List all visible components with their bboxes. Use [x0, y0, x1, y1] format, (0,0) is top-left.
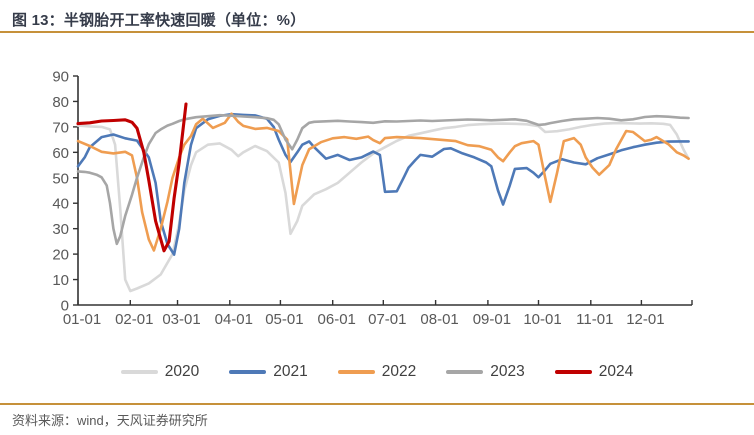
- x-tick-label: 01-01: [63, 311, 101, 328]
- data-source-note: 资料来源：wind，天风证券研究所: [12, 413, 208, 428]
- series-line-2022: [76, 112, 690, 252]
- y-tick-label: 80: [52, 94, 69, 111]
- legend-item-2020: 2020: [120, 363, 200, 381]
- x-tick-label: 12-01: [626, 311, 664, 328]
- legend-label-2024: 2024: [598, 363, 634, 380]
- x-tick-label: 06-01: [318, 311, 356, 328]
- y-tick-label: 40: [52, 196, 69, 213]
- y-tick-label: 10: [52, 272, 69, 289]
- x-tick-label: 09-01: [473, 311, 511, 328]
- figure-header: 图 13：半钢胎开工率快速回暖（单位：%）: [0, 0, 754, 30]
- line-chart: 0 10 20 30 40 50 60 70 80 90 01-01 02-01 03-01 04-01 0…: [52, 69, 693, 328]
- legend-item-2024: 2024: [554, 363, 634, 381]
- legend-label-2020: 2020: [164, 363, 200, 380]
- header-divider: [0, 31, 754, 33]
- legend-swatch-2024: [554, 370, 592, 374]
- legend-label-2021: 2021: [273, 363, 308, 380]
- chart-legend: 2020 2021 2022 2023 2024: [0, 363, 754, 381]
- x-tick-label: 07-01: [368, 311, 406, 328]
- y-tick-label: 0: [61, 298, 69, 315]
- legend-swatch-2020: [120, 370, 158, 374]
- x-tick-label: 11-01: [576, 311, 613, 328]
- series-line-2020: [76, 121, 690, 293]
- figure-title: 图 13：半钢胎开工率快速回暖（单位：%）: [12, 12, 306, 29]
- legend-item-2021: 2021: [229, 363, 308, 381]
- legend-swatch-2022: [337, 370, 375, 374]
- series-line-2024: [76, 102, 188, 253]
- x-tick-label: 03-01: [162, 311, 200, 328]
- x-tick-label: 08-01: [420, 311, 458, 328]
- y-tick-label: 60: [52, 145, 69, 162]
- legend-item-2023: 2023: [446, 363, 525, 381]
- y-tick-label: 30: [52, 221, 69, 238]
- y-tick-label: 90: [52, 69, 69, 86]
- y-tick-label: 20: [52, 247, 69, 264]
- legend-item-2022: 2022: [337, 363, 417, 381]
- x-tick-label: 05-01: [265, 311, 303, 328]
- x-tick-label: 10-01: [523, 311, 561, 328]
- series-line-2023: [76, 113, 690, 246]
- x-tick-label: 04-01: [215, 311, 253, 328]
- footer-divider: [0, 403, 754, 405]
- legend-label-2023: 2023: [490, 363, 525, 380]
- y-tick-label: 70: [52, 119, 69, 136]
- legend-swatch-2023: [446, 370, 484, 374]
- series-line-2021: [76, 112, 690, 256]
- x-tick-label: 02-01: [115, 311, 153, 328]
- figure-footer: 资料来源：wind，天风证券研究所: [0, 410, 754, 430]
- legend-label-2022: 2022: [381, 363, 417, 380]
- legend-swatch-2021: [229, 370, 267, 374]
- y-tick-label: 50: [52, 170, 69, 187]
